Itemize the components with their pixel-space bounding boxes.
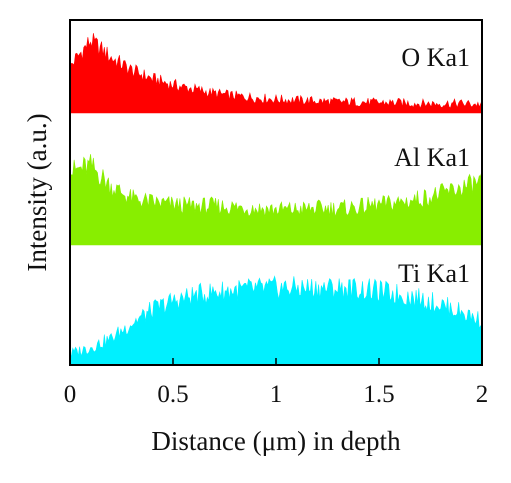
series-label-ti-ka1: Ti Ka1 [398, 259, 470, 288]
series-area-ti-ka1 [69, 275, 483, 366]
x-ticks-group: 0 0.5 1 1.5 2 [64, 358, 489, 408]
x-tick-label: 0 [64, 381, 77, 408]
series-area-o-ka1 [69, 33, 483, 114]
series-area-al-ka1 [69, 154, 483, 246]
x-tick-label: 1.5 [363, 381, 394, 408]
y-axis-label: Intensity (a.u.) [22, 113, 52, 271]
series-label-al-ka1: Al Ka1 [394, 143, 470, 172]
series-label-o-ka1: O Ka1 [401, 43, 470, 72]
panels-group: O Ka1 Al Ka1 Ti Ka1 [69, 33, 483, 366]
x-tick-label: 0.5 [157, 381, 188, 408]
x-tick-label: 2 [476, 381, 489, 408]
x-tick-label: 1 [270, 381, 283, 408]
x-axis-label: Distance (μm) in depth [151, 426, 401, 456]
